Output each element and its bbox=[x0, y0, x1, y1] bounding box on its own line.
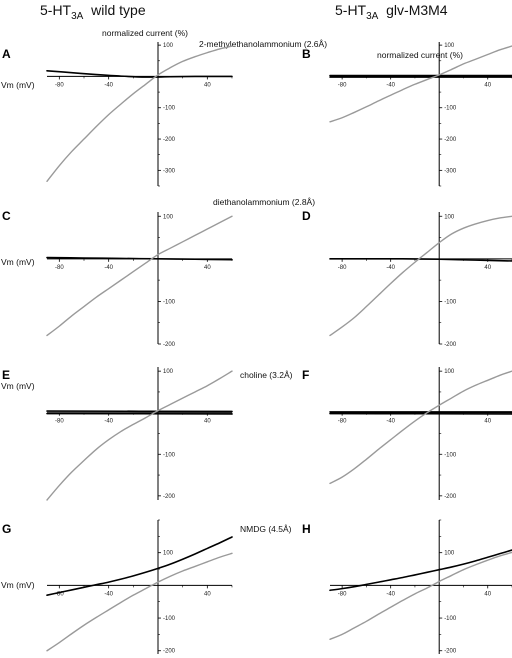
x-tick-label-a--80: -80 bbox=[55, 82, 64, 88]
x-axis-label-e: Vm (mV) bbox=[1, 381, 35, 391]
y-tick-label-b--200: -200 bbox=[444, 137, 457, 143]
series-line-g-black-0 bbox=[46, 536, 233, 596]
y-tick-label-a--100: -100 bbox=[163, 106, 176, 112]
series-line-h-black-0 bbox=[329, 549, 512, 592]
ion-label-2-methylethanolammonium: 2-methylethanolammonium (2.6Å) bbox=[199, 39, 327, 49]
y-tick-label-h--100: -100 bbox=[444, 616, 457, 622]
header-glv-prefix: 5-HT bbox=[335, 2, 367, 18]
series-line-d-gray-1 bbox=[329, 215, 512, 337]
panel-c: C -80 -40 40 100 -100 -200 bbox=[2, 209, 233, 348]
x-axis-label-a: Vm (mV) bbox=[1, 80, 35, 90]
panel-e: E -80 -40 40 100 -100 -200 bbox=[2, 367, 233, 501]
y-tick-label-f-100: 100 bbox=[444, 369, 455, 375]
x-tick-label-a--40: -40 bbox=[104, 82, 113, 88]
x-tick-label-d--80: -80 bbox=[338, 265, 347, 271]
panel-a: A -80 -40 40 100 -100 -200 -300 bbox=[2, 42, 233, 187]
panel-g: G -80 -40 40 100 -100 -200 bbox=[2, 519, 233, 655]
panel-letter-h: H bbox=[302, 522, 311, 536]
series-line-d-black-0 bbox=[329, 258, 512, 262]
y-tick-label-b-100: 100 bbox=[444, 43, 455, 49]
x-axis-label-c: Vm (mV) bbox=[1, 257, 35, 267]
x-tick-label-e--40: -40 bbox=[104, 419, 113, 425]
panel-h: H -80 -40 40 100 -100 -200 bbox=[302, 519, 512, 655]
y-tick-label-g-100: 100 bbox=[163, 551, 174, 557]
y-tick-label-c--100: -100 bbox=[163, 299, 176, 305]
x-tick-label-h--80: -80 bbox=[338, 591, 347, 597]
header-wild-type-sub: 3A bbox=[71, 10, 84, 22]
x-tick-label-g--80: -80 bbox=[55, 591, 64, 597]
y-tick-label-g--200: -200 bbox=[163, 649, 176, 655]
x-tick-label-c-40: 40 bbox=[204, 265, 211, 271]
panel-f: F -80 -40 40 100 -100 -200 bbox=[302, 367, 512, 500]
y-tick-label-h-100: 100 bbox=[444, 551, 455, 557]
y-axis-label-right: normalized current (%) bbox=[377, 50, 463, 60]
y-tick-label-c-100: 100 bbox=[163, 214, 174, 220]
panel-letter-e: E bbox=[2, 368, 10, 382]
x-tick-label-g-40: 40 bbox=[204, 591, 211, 597]
y-tick-label-f--100: -100 bbox=[444, 452, 457, 458]
x-tick-label-c--40: -40 bbox=[104, 265, 113, 271]
header-wild-type: 5-HT3A wild type bbox=[40, 2, 146, 22]
ion-label-nmdg: NMDG (4.5Å) bbox=[240, 524, 292, 534]
x-tick-label-f--40: -40 bbox=[386, 419, 395, 425]
series-line-c-gray-1 bbox=[46, 215, 233, 337]
panel-d: D -80 -40 40 100 -100 -200 bbox=[302, 209, 512, 348]
series-line-c-black-0 bbox=[46, 256, 233, 261]
x-tick-label-c--80: -80 bbox=[55, 265, 64, 271]
panel-letter-d: D bbox=[302, 209, 311, 223]
y-tick-label-e-100: 100 bbox=[163, 369, 174, 375]
panel-letter-b: B bbox=[302, 47, 311, 61]
y-tick-label-e--100: -100 bbox=[163, 452, 176, 458]
header-wild-type-prefix: 5-HT bbox=[40, 2, 72, 18]
y-tick-label-b--100: -100 bbox=[444, 106, 457, 112]
series-line-h-gray-1 bbox=[329, 551, 512, 640]
x-tick-label-h-40: 40 bbox=[484, 591, 491, 597]
x-axis-label-g: Vm (mV) bbox=[1, 580, 35, 590]
y-tick-label-h--200: -200 bbox=[444, 649, 457, 655]
x-tick-label-e-40: 40 bbox=[204, 419, 211, 425]
y-tick-label-a-100: 100 bbox=[163, 43, 174, 49]
series-line-e-gray-2 bbox=[46, 370, 233, 501]
y-tick-label-d--100: -100 bbox=[444, 299, 457, 305]
panel-letter-f: F bbox=[302, 368, 309, 382]
x-tick-label-b-40: 40 bbox=[484, 82, 491, 88]
panel-letter-g: G bbox=[2, 522, 11, 536]
x-tick-label-f-40: 40 bbox=[484, 419, 491, 425]
x-tick-label-e--80: -80 bbox=[55, 419, 64, 425]
series-line-g-gray-1 bbox=[46, 552, 233, 652]
ion-label-diethanolammonium: diethanolammonium (2.8Å) bbox=[213, 197, 315, 207]
header-glv-m3m4: 5-HT3A glv-M3M4 bbox=[335, 2, 448, 22]
x-tick-label-b--40: -40 bbox=[386, 82, 395, 88]
header-glv-sub: 3A bbox=[366, 10, 379, 22]
header-wild-type-suffix: wild type bbox=[91, 2, 146, 18]
y-tick-label-d--200: -200 bbox=[444, 342, 457, 348]
series-line-f-gray-2 bbox=[329, 370, 512, 485]
y-tick-label-b--300: -300 bbox=[444, 168, 457, 174]
x-tick-label-d--40: -40 bbox=[386, 265, 395, 271]
x-tick-label-f--80: -80 bbox=[338, 419, 347, 425]
x-tick-label-d-40: 40 bbox=[484, 265, 491, 271]
x-tick-label-a-40: 40 bbox=[204, 82, 211, 88]
y-tick-label-e--200: -200 bbox=[163, 494, 176, 500]
panel-b: B -80 -40 40 100 -100 -200 -300 bbox=[302, 42, 512, 187]
panel-letter-a: A bbox=[2, 47, 11, 61]
x-tick-label-h--40: -40 bbox=[386, 591, 395, 597]
ion-label-choline: choline (3.2Å) bbox=[240, 370, 293, 380]
y-axis-label-left: normalized current (%) bbox=[102, 28, 188, 38]
y-tick-label-f--200: -200 bbox=[444, 494, 457, 500]
series-line-b-gray-2 bbox=[329, 45, 512, 123]
panel-letter-c: C bbox=[2, 209, 11, 223]
y-tick-label-g--100: -100 bbox=[163, 616, 176, 622]
series-line-a-gray-1 bbox=[46, 45, 233, 182]
y-tick-label-a--200: -200 bbox=[163, 137, 176, 143]
y-tick-label-d-100: 100 bbox=[444, 214, 455, 220]
x-tick-label-b--80: -80 bbox=[338, 82, 347, 88]
y-tick-label-c--200: -200 bbox=[163, 342, 176, 348]
series-line-a-black-0 bbox=[46, 70, 233, 78]
header-glv-suffix: glv-M3M4 bbox=[386, 2, 448, 18]
x-tick-label-g--40: -40 bbox=[104, 591, 113, 597]
y-tick-label-a--300: -300 bbox=[163, 168, 176, 174]
